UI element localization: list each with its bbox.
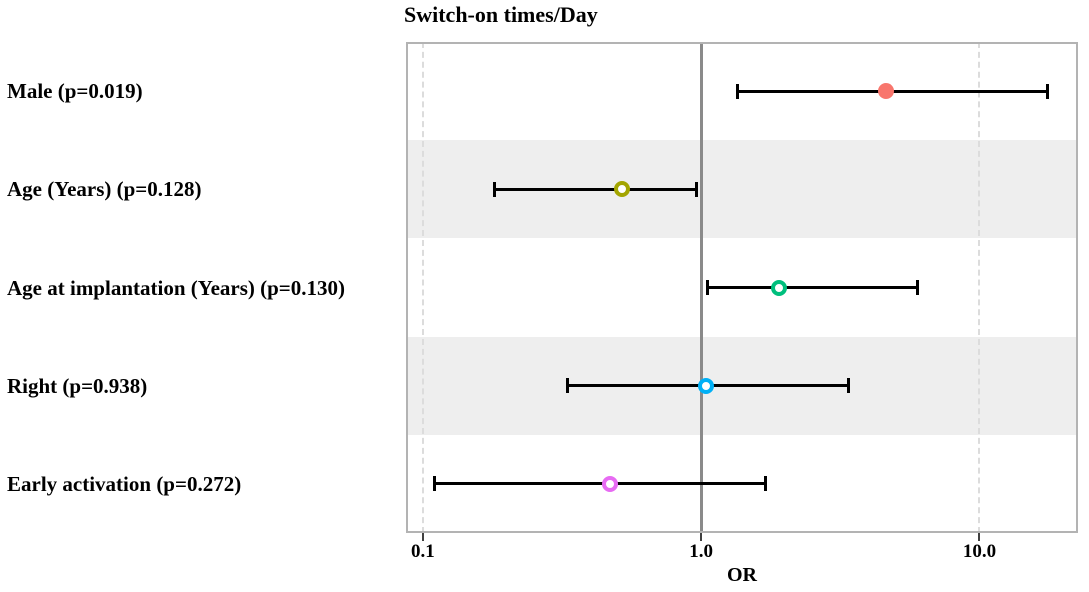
ci-cap-high [695, 181, 699, 197]
or-marker [614, 181, 631, 198]
dashed-gridline [421, 42, 424, 533]
ci-cap-low [492, 181, 496, 197]
row-label: Early activation (p=0.272) [7, 471, 242, 496]
row-label: Right (p=0.938) [7, 373, 148, 398]
ci-cap-low [706, 280, 710, 295]
ci-cap-high [1045, 83, 1049, 99]
ci-line [434, 482, 766, 486]
row-label: Age (Years) (p=0.128) [7, 177, 202, 202]
ci-cap-high [915, 280, 919, 295]
row-label: Age at implantation (Years) (p=0.130) [7, 275, 346, 300]
row-label: Male (p=0.019) [7, 79, 143, 104]
x-axis-tick [421, 533, 424, 541]
x-tick-label: 10.0 [962, 541, 997, 562]
ci-line [493, 187, 698, 191]
ci-cap-high [847, 378, 851, 394]
ci-cap-low [433, 476, 437, 492]
or-marker [877, 83, 894, 100]
ci-cap-low [736, 83, 740, 99]
or-marker [601, 475, 618, 492]
ci-cap-low [566, 378, 570, 394]
ci-cap-high [763, 476, 767, 492]
reference-line-or1 [699, 42, 703, 533]
chart-title: Switch-on times/Day [404, 2, 598, 27]
x-tick-label: 0.1 [410, 541, 435, 562]
x-tick-label: 1.0 [689, 541, 713, 562]
dashed-gridline [978, 42, 981, 533]
x-axis-label: OR [727, 564, 757, 586]
ci-line [707, 286, 918, 289]
or-marker [697, 377, 714, 394]
or-marker [770, 279, 787, 296]
x-axis-tick [978, 533, 981, 541]
x-axis-tick [700, 533, 703, 541]
